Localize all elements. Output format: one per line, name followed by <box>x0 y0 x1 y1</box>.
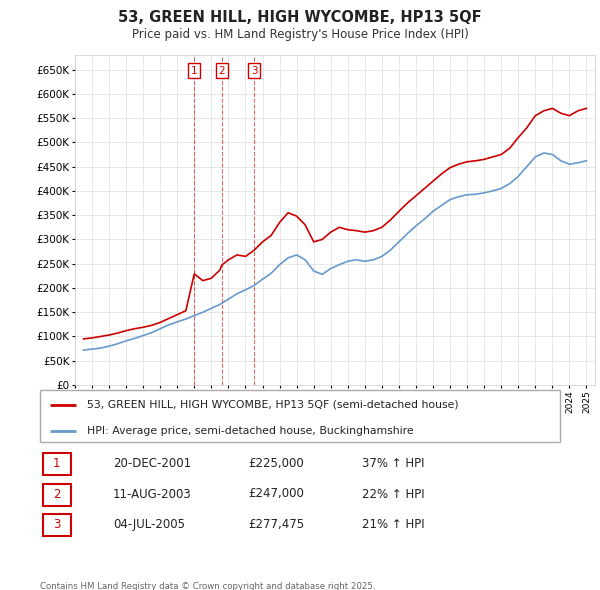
FancyBboxPatch shape <box>40 390 560 442</box>
FancyBboxPatch shape <box>43 514 71 536</box>
Text: 1: 1 <box>53 457 61 470</box>
Text: Contains HM Land Registry data © Crown copyright and database right 2025.
This d: Contains HM Land Registry data © Crown c… <box>40 582 376 590</box>
Text: Price paid vs. HM Land Registry's House Price Index (HPI): Price paid vs. HM Land Registry's House … <box>131 28 469 41</box>
Text: 2: 2 <box>218 65 225 76</box>
Text: 20-DEC-2001: 20-DEC-2001 <box>113 457 191 470</box>
Text: HPI: Average price, semi-detached house, Buckinghamshire: HPI: Average price, semi-detached house,… <box>87 425 413 435</box>
Text: 3: 3 <box>53 518 61 531</box>
Text: 53, GREEN HILL, HIGH WYCOMBE, HP13 5QF: 53, GREEN HILL, HIGH WYCOMBE, HP13 5QF <box>118 10 482 25</box>
Text: £247,000: £247,000 <box>248 487 304 500</box>
Text: 2: 2 <box>53 487 61 500</box>
FancyBboxPatch shape <box>43 484 71 506</box>
FancyBboxPatch shape <box>43 453 71 475</box>
Text: 3: 3 <box>251 65 257 76</box>
Text: £277,475: £277,475 <box>248 518 304 531</box>
Text: 04-JUL-2005: 04-JUL-2005 <box>113 518 185 531</box>
Text: 21% ↑ HPI: 21% ↑ HPI <box>362 518 425 531</box>
Text: £225,000: £225,000 <box>248 457 304 470</box>
Text: 11-AUG-2003: 11-AUG-2003 <box>113 487 191 500</box>
Text: 53, GREEN HILL, HIGH WYCOMBE, HP13 5QF (semi-detached house): 53, GREEN HILL, HIGH WYCOMBE, HP13 5QF (… <box>87 399 458 409</box>
Text: 1: 1 <box>191 65 197 76</box>
Text: 37% ↑ HPI: 37% ↑ HPI <box>362 457 425 470</box>
Text: 22% ↑ HPI: 22% ↑ HPI <box>362 487 425 500</box>
